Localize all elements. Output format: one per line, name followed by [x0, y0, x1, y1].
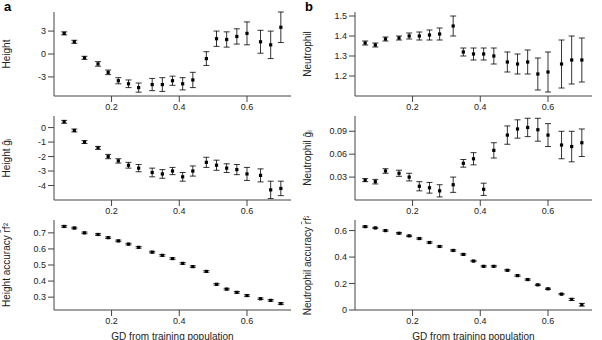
svg-text:0.2: 0.2: [105, 102, 118, 112]
svg-text:-3: -3: [38, 72, 46, 82]
svg-text:0.6: 0.6: [334, 226, 347, 236]
svg-text:GD from training population: GD from training population: [412, 331, 534, 340]
svg-text:0.2: 0.2: [406, 102, 419, 112]
svg-text:0.6: 0.6: [241, 102, 254, 112]
svg-text:0.2: 0.2: [105, 206, 118, 216]
svg-text:0.4: 0.4: [173, 102, 186, 112]
svg-text:0.2: 0.2: [334, 279, 347, 289]
svg-text:0.6: 0.6: [542, 206, 555, 216]
svg-text:1.4: 1.4: [334, 31, 347, 41]
svg-text:0.2: 0.2: [105, 316, 118, 326]
svg-text:1.5: 1.5: [334, 11, 347, 21]
html-text:b: b: [305, 0, 313, 14]
svg-text:0.6: 0.6: [542, 316, 555, 326]
svg-text:0.4: 0.4: [33, 276, 46, 286]
svg-text:0.09: 0.09: [329, 126, 347, 136]
svg-text:Neutrophil accuracy r̂f²: Neutrophil accuracy r̂f²: [301, 216, 313, 315]
svg-text:-1: -1: [38, 137, 46, 147]
svg-text:0: 0: [41, 49, 46, 59]
svg-text:0.5: 0.5: [33, 260, 46, 270]
svg-text:0.06: 0.06: [329, 149, 347, 159]
svg-text:-2: -2: [38, 152, 46, 162]
svg-text:Height accuracy r̂f²: Height accuracy r̂f²: [8, 222, 12, 307]
svg-text:0.6: 0.6: [241, 206, 254, 216]
svg-text:0.4: 0.4: [334, 252, 347, 262]
svg-text:-3: -3: [38, 166, 46, 176]
svg-text:0.7: 0.7: [33, 228, 46, 238]
svg-text:1.2: 1.2: [334, 71, 347, 81]
svg-text:0.6: 0.6: [542, 102, 555, 112]
svg-text:Neutrophil: Neutrophil: [302, 31, 313, 77]
svg-text:0: 0: [41, 123, 46, 133]
svg-text:0.03: 0.03: [329, 172, 347, 182]
svg-text:0.4: 0.4: [474, 316, 487, 326]
svg-text:1.3: 1.3: [334, 51, 347, 61]
svg-text:0: 0: [342, 305, 347, 315]
svg-text:0.4: 0.4: [474, 102, 487, 112]
svg-text:3: 3: [41, 26, 46, 36]
html-text:a: a: [4, 0, 12, 14]
svg-text:0.4: 0.4: [173, 206, 186, 216]
svg-text:Neutrophil ĝᵢ: Neutrophil ĝᵢ: [302, 130, 313, 186]
svg-text:0.3: 0.3: [33, 292, 46, 302]
svg-text:-4: -4: [38, 181, 46, 191]
svg-text:0.2: 0.2: [406, 206, 419, 216]
svg-text:0.4: 0.4: [173, 316, 186, 326]
svg-text:0.2: 0.2: [406, 316, 419, 326]
svg-text:0.4: 0.4: [474, 206, 487, 216]
svg-text:GD from training population: GD from training population: [111, 331, 233, 340]
svg-text:0.6: 0.6: [241, 316, 254, 326]
svg-text:Height: Height: [8, 39, 12, 68]
svg-text:Height ĝᵢ: Height ĝᵢ: [8, 138, 12, 177]
svg-text:0.6: 0.6: [33, 244, 46, 254]
